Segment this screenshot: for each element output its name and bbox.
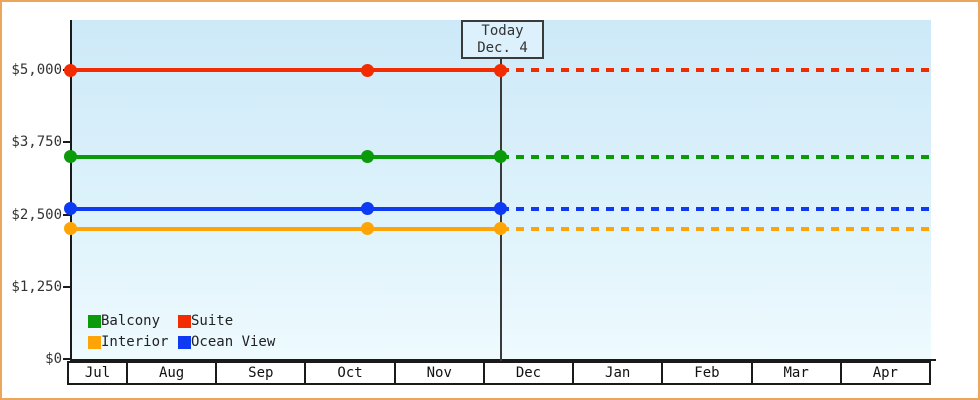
series-point-interior <box>361 222 375 236</box>
legend-label: Interior <box>101 334 169 350</box>
series-point-balcony <box>494 150 507 164</box>
y-axis-tick-label: $2,500 <box>11 206 62 223</box>
today-vertical-line <box>500 59 502 385</box>
x-axis-month-cell: Jan <box>572 363 661 383</box>
today-annotation-box: Today Dec. 4 <box>461 20 544 59</box>
series-point-interior <box>494 222 507 236</box>
legend-swatch-icon <box>178 314 191 328</box>
today-label: Today <box>481 23 524 39</box>
legend-item: Suite <box>178 311 275 331</box>
x-axis-month-cell: Jul <box>84 365 111 381</box>
x-axis-month-cell: Feb <box>661 363 750 383</box>
series-point-ocean-view <box>63 202 77 216</box>
series-point-ocean-view <box>494 202 507 216</box>
legend-swatch-icon <box>88 335 101 349</box>
x-axis-month-cell: Aug <box>126 363 215 383</box>
series-line-ocean-view-future <box>500 206 931 211</box>
legend-label: Ocean View <box>191 334 276 350</box>
series-line-suite-past <box>70 68 501 72</box>
legend-item: Balcony <box>88 311 178 331</box>
x-axis-month-cell: Apr <box>839 363 929 383</box>
y-axis-tick-label: $5,000 <box>11 62 62 78</box>
series-line-suite-future <box>500 68 931 72</box>
y-axis-tick-label: $3,750 <box>11 134 62 151</box>
x-axis-month-cell: Sep <box>215 363 304 383</box>
x-axis-month-row: Jul Aug Sep Oct Nov Dec Jan Feb Mar Apr <box>67 361 931 385</box>
series-point-suite <box>494 63 507 77</box>
x-axis-month-cell: Mar <box>750 363 840 383</box>
y-axis-line <box>70 20 72 361</box>
y-axis-tick-mark <box>63 358 70 360</box>
series-line-interior-past <box>70 226 501 231</box>
legend-item: Interior <box>88 332 178 352</box>
series-point-interior <box>63 222 77 236</box>
x-axis-line <box>70 359 936 361</box>
legend-label: Balcony <box>101 313 161 329</box>
x-axis-month-cell: Nov <box>393 363 483 383</box>
series-point-ocean-view <box>361 202 375 216</box>
chart-legend: Balcony Suite Interior Ocean View <box>88 311 275 352</box>
y-axis-tick-mark <box>63 141 70 144</box>
legend-item: Ocean View <box>178 332 275 352</box>
y-axis-tick-label: $1,250 <box>11 278 62 295</box>
x-axis-month-cell: Dec <box>482 363 572 383</box>
legend-swatch-icon <box>88 314 101 328</box>
series-line-balcony-past <box>70 154 501 159</box>
series-point-balcony <box>361 150 375 164</box>
y-axis-tick-mark <box>63 213 70 216</box>
series-line-ocean-view-past <box>70 206 501 211</box>
series-point-suite <box>63 63 77 77</box>
legend-swatch-icon <box>178 335 191 349</box>
series-line-interior-future <box>500 226 931 231</box>
y-axis-tick-label: $0 <box>45 351 62 367</box>
series-point-balcony <box>63 150 77 164</box>
series-line-balcony-future <box>500 154 931 159</box>
x-axis-month-cell: Oct <box>304 363 393 383</box>
series-point-suite <box>361 63 375 77</box>
today-date-label: Dec. 4 <box>477 40 528 56</box>
y-axis-tick-mark <box>63 285 70 288</box>
legend-label: Suite <box>191 313 234 329</box>
